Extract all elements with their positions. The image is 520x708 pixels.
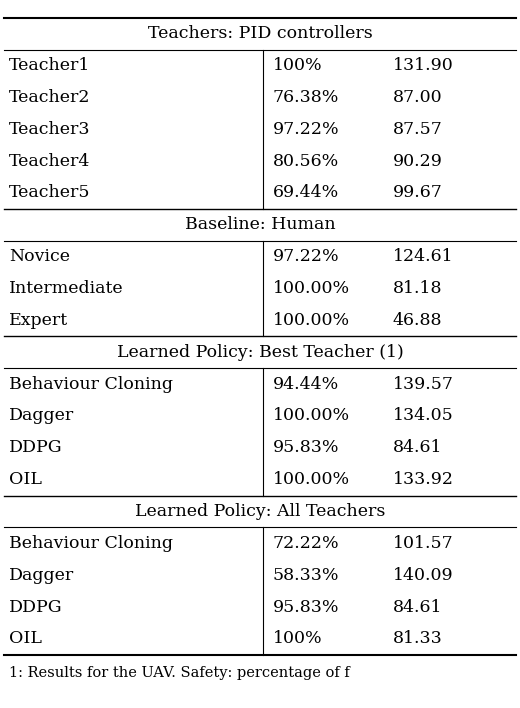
Text: 46.88: 46.88 <box>393 312 442 329</box>
Text: Teacher3: Teacher3 <box>9 120 91 138</box>
Text: Learned Policy: All Teachers: Learned Policy: All Teachers <box>135 503 385 520</box>
Text: 80.56%: 80.56% <box>273 152 339 170</box>
Text: 100%: 100% <box>273 630 322 648</box>
Text: Teacher2: Teacher2 <box>9 88 91 106</box>
Text: 87.00: 87.00 <box>393 88 442 106</box>
Text: 84.61: 84.61 <box>393 439 442 457</box>
Text: 100.00%: 100.00% <box>273 407 350 425</box>
Text: Behaviour Cloning: Behaviour Cloning <box>9 375 173 393</box>
Text: 97.22%: 97.22% <box>273 248 340 266</box>
Text: 81.33: 81.33 <box>393 630 443 648</box>
Text: 100.00%: 100.00% <box>273 312 350 329</box>
Text: 69.44%: 69.44% <box>273 184 339 202</box>
Text: 99.67: 99.67 <box>393 184 443 202</box>
Text: 100.00%: 100.00% <box>273 471 350 489</box>
Text: DDPG: DDPG <box>9 439 63 457</box>
Text: Dagger: Dagger <box>9 407 74 425</box>
Text: 95.83%: 95.83% <box>273 598 340 616</box>
Text: Expert: Expert <box>9 312 69 329</box>
Text: 131.90: 131.90 <box>393 57 453 74</box>
Text: Teacher4: Teacher4 <box>9 152 90 170</box>
Text: 87.57: 87.57 <box>393 120 443 138</box>
Text: 134.05: 134.05 <box>393 407 453 425</box>
Text: OIL: OIL <box>9 630 42 648</box>
Text: 90.29: 90.29 <box>393 152 443 170</box>
Text: 97.22%: 97.22% <box>273 120 340 138</box>
Text: 84.61: 84.61 <box>393 598 442 616</box>
Text: 101.57: 101.57 <box>393 535 453 552</box>
Text: 72.22%: 72.22% <box>273 535 340 552</box>
Text: OIL: OIL <box>9 471 42 489</box>
Text: 100%: 100% <box>273 57 322 74</box>
Text: Dagger: Dagger <box>9 566 74 584</box>
Text: Novice: Novice <box>9 248 70 266</box>
Text: DDPG: DDPG <box>9 598 63 616</box>
Text: 76.38%: 76.38% <box>273 88 340 106</box>
Text: 100.00%: 100.00% <box>273 280 350 297</box>
Text: 139.57: 139.57 <box>393 375 453 393</box>
Text: Teacher1: Teacher1 <box>9 57 90 74</box>
Text: 133.92: 133.92 <box>393 471 453 489</box>
Text: Learned Policy: Best Teacher (1): Learned Policy: Best Teacher (1) <box>116 343 404 361</box>
Text: 94.44%: 94.44% <box>273 375 339 393</box>
Text: 140.09: 140.09 <box>393 566 453 584</box>
Text: 1: Results for the UAV. Safety: percentage of f: 1: Results for the UAV. Safety: percenta… <box>9 666 350 680</box>
Text: 124.61: 124.61 <box>393 248 453 266</box>
Text: Baseline: Human: Baseline: Human <box>185 216 335 234</box>
Text: Behaviour Cloning: Behaviour Cloning <box>9 535 173 552</box>
Text: Intermediate: Intermediate <box>9 280 124 297</box>
Text: 58.33%: 58.33% <box>273 566 340 584</box>
Text: 81.18: 81.18 <box>393 280 442 297</box>
Text: Teachers: PID controllers: Teachers: PID controllers <box>148 25 372 42</box>
Text: Teacher5: Teacher5 <box>9 184 91 202</box>
Text: 95.83%: 95.83% <box>273 439 340 457</box>
